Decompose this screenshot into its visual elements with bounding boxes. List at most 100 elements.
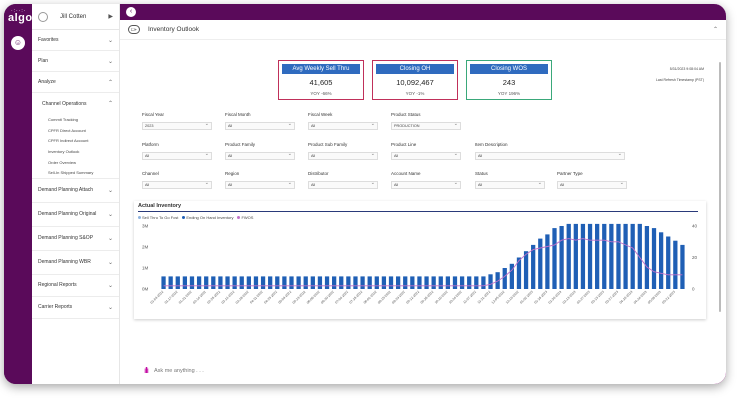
- kpi-value: 41,605: [309, 78, 333, 87]
- x-tick-label: 08-29-2022: [391, 290, 406, 305]
- x-tick-label: 08-15-2022: [377, 290, 392, 305]
- sidebar-item-channel-operations[interactable]: Channel Operations ⌃: [32, 93, 119, 114]
- sidebar-item-label: Demand Planning Attach: [38, 187, 94, 194]
- sidebar-sub-order-overview[interactable]: Order Overview: [48, 160, 77, 166]
- filter-channel: Channel All: [142, 171, 212, 189]
- product-family-select[interactable]: All: [225, 151, 295, 160]
- x-tick-label: 06-20-2022: [320, 290, 335, 305]
- sidebar-item-label: Carrier Reports: [38, 304, 73, 311]
- filter-product-status: Product Status PRODUCTION: [391, 112, 461, 130]
- sidebar-item-carrier-reports[interactable]: Carrier Reports ⌄: [32, 297, 119, 319]
- bar-ending-oh: [182, 276, 188, 289]
- ask-input[interactable]: Ask me anything . . .: [154, 367, 204, 374]
- fiscal-week-select[interactable]: All: [308, 121, 378, 130]
- filter-product-line: Product Line All: [391, 142, 461, 160]
- back-arrow-icon[interactable]: ‹: [126, 7, 136, 17]
- sidebar-sub-cpfr-indirect[interactable]: CPFR Indirect Account: [48, 138, 89, 144]
- sidebar-item-dp-sop[interactable]: Demand Planning S&OP ⌄: [32, 227, 119, 251]
- filter-platform: Platform All: [142, 142, 212, 160]
- voice-wave-icon[interactable]: ıllı: [144, 366, 149, 375]
- x-tick-label: 01-31-2022: [178, 290, 193, 305]
- chevron-down-icon: ⌄: [107, 304, 113, 311]
- x-tick-label: 01-17-2022: [164, 290, 179, 305]
- product-sub-family-select[interactable]: All: [308, 151, 378, 160]
- bar-ending-oh: [367, 276, 372, 289]
- bar-ending-oh: [459, 276, 465, 289]
- sidebar-item-label: Plan: [38, 58, 49, 64]
- platform-select[interactable]: All: [142, 151, 212, 160]
- bar-ending-oh: [488, 274, 493, 289]
- filter-fiscal-week: Fiscal Week All: [308, 112, 378, 130]
- bar-ending-oh: [609, 223, 614, 289]
- sidebar-sub-cpfr-direct[interactable]: CPFR Direct Account: [48, 127, 86, 133]
- item-description-select[interactable]: All: [475, 151, 625, 160]
- bar-ending-oh: [509, 263, 514, 289]
- account-name-select[interactable]: All: [391, 180, 461, 189]
- bar-ending-oh: [211, 276, 216, 289]
- sidebar-sub-commit-tracking[interactable]: Commit Tracking: [48, 116, 79, 122]
- logo-dots: ·:··:·: [11, 8, 27, 14]
- bar-ending-oh: [531, 244, 536, 289]
- x-tick-label: 04-24-2023: [633, 290, 648, 305]
- product-status-select[interactable]: PRODUCTION: [391, 121, 461, 130]
- sidebar-item-plan[interactable]: Plan ⌄: [32, 51, 119, 72]
- sidebar-item-dp-original[interactable]: Demand Planning Original ⌄: [32, 203, 119, 227]
- caret-right-icon[interactable]: ▶: [108, 14, 113, 20]
- bar-ending-oh: [452, 276, 458, 289]
- bar-ending-oh: [417, 276, 422, 289]
- product-line-select[interactable]: All: [391, 151, 461, 160]
- ask-bar[interactable]: ıllı Ask me anything . . .: [144, 366, 204, 375]
- kpi-yoy: YOY -66%: [310, 91, 332, 96]
- page-title: Inventory Outlook: [148, 26, 199, 33]
- title-underline: [138, 211, 698, 212]
- sidebar-item-favorites[interactable]: Favorites ⌄: [32, 30, 119, 51]
- bar-ending-oh: [467, 276, 472, 289]
- sidebar-item-label: Demand Planning Original: [38, 211, 97, 218]
- chevron-down-icon: ⌄: [107, 211, 113, 218]
- filter-product-family: Product Family All: [225, 142, 295, 160]
- kpi-value: 10,092,467: [396, 78, 434, 87]
- bar-ending-oh: [381, 276, 387, 289]
- sidebar-item-regional-reports[interactable]: Regional Reports ⌄: [32, 275, 119, 297]
- sidebar-item-dp-attach[interactable]: Demand Planning Attach ⌄: [32, 179, 119, 203]
- legend-item-fwos[interactable]: FWOS: [237, 215, 253, 220]
- chevron-down-icon: ⌄: [107, 58, 113, 65]
- partner-type-select[interactable]: All: [557, 180, 627, 189]
- x-tick-label: 09-12-2022: [405, 290, 420, 305]
- user-name: Jill Cotten: [60, 13, 87, 20]
- bar-ending-oh: [630, 223, 635, 289]
- kpi-closing-oh: Closing OH 10,092,467 YOY -1%: [372, 60, 458, 100]
- distributor-select[interactable]: All: [308, 180, 378, 189]
- fiscal-month-select[interactable]: All: [225, 121, 295, 130]
- sidebar-item-analyze[interactable]: Analyze ⌃: [32, 72, 119, 93]
- bar-ending-oh: [673, 240, 678, 289]
- bar-ending-oh: [644, 226, 650, 289]
- fiscal-year-select[interactable]: 2023: [142, 121, 212, 130]
- bar-ending-oh: [623, 223, 628, 289]
- collapse-icon[interactable]: ⌃: [712, 27, 718, 33]
- sidebar-item-dp-wbr[interactable]: Demand Planning WBR ⌄: [32, 251, 119, 275]
- kpi-title: Avg Weekly Sell Thru: [282, 64, 360, 74]
- algo-logo: algo: [8, 12, 33, 24]
- y2-tick-label: 20: [692, 255, 698, 260]
- kpi-title: Closing OH: [376, 64, 454, 74]
- bar-ending-oh: [502, 268, 507, 289]
- top-bar: ‹: [120, 4, 726, 20]
- bar-ending-oh: [424, 276, 429, 289]
- channel-select[interactable]: All: [142, 180, 212, 189]
- bar-ending-oh: [552, 228, 557, 289]
- sidebar-sub-sell-in-shipped[interactable]: Sell-In Shipped Summary: [32, 168, 119, 179]
- filter-fiscal-month: Fiscal Month All: [225, 112, 295, 130]
- bar-ending-oh: [559, 226, 564, 289]
- region-select[interactable]: All: [225, 180, 295, 189]
- chart-legend: Sell Thru To Go Fcst Ending On Hand Inve…: [138, 215, 253, 220]
- scrollbar[interactable]: [719, 62, 721, 312]
- legend-item-sell-thru[interactable]: Sell Thru To Go Fcst: [138, 215, 178, 220]
- bar-ending-oh: [403, 276, 408, 289]
- legend-label: Sell Thru To Go Fcst: [142, 215, 179, 220]
- user-menu[interactable]: Jill Cotten ▶: [32, 4, 119, 30]
- status-select[interactable]: All: [475, 180, 545, 189]
- sidebar-sub-inventory-outlook[interactable]: Inventory Outlook: [48, 149, 80, 155]
- legend-item-ending-oh[interactable]: Ending On Hand Inventory: [182, 215, 233, 220]
- assistant-icon[interactable]: ☺: [11, 36, 25, 50]
